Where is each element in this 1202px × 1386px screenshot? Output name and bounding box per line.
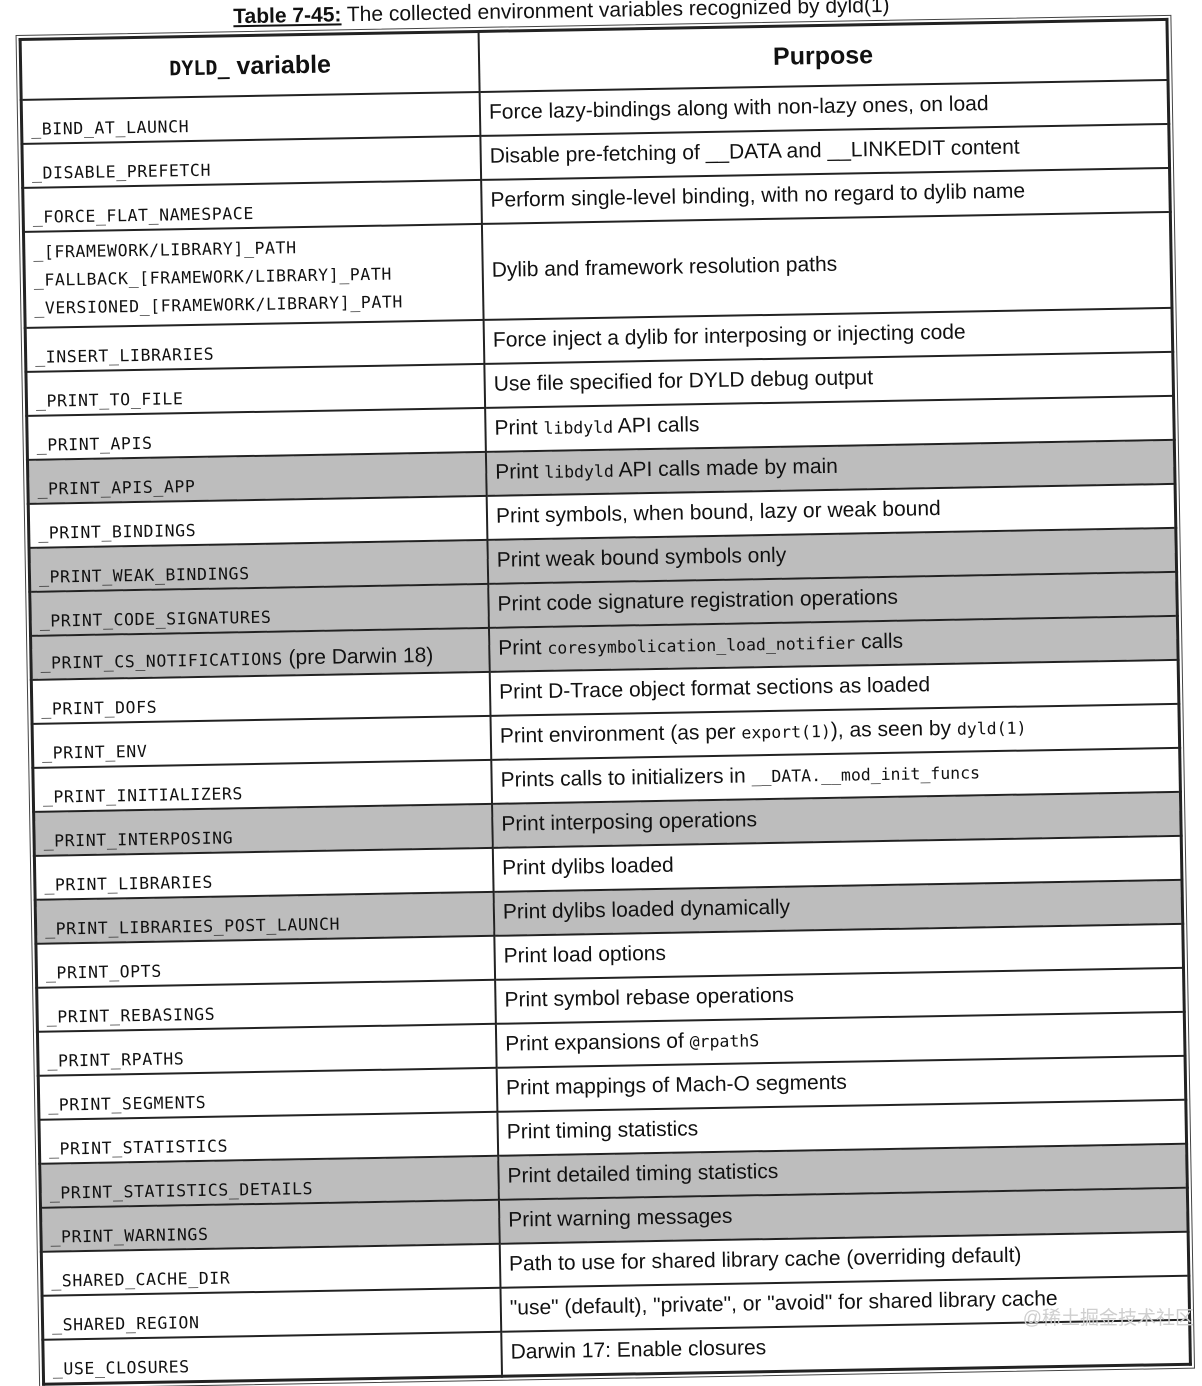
- variable-name: _PRINT_ENV: [41, 741, 148, 763]
- variable-note: (pre Darwin 18): [282, 643, 434, 670]
- variable-name: _PRINT_APIS: [36, 433, 153, 455]
- purpose-text: Darwin 17: Enable closures: [510, 1336, 767, 1364]
- variable-name: _PRINT_INITIALIZERS: [42, 784, 244, 807]
- variable-name: _[FRAMEWORK/LIBRARY]_PATH: [33, 238, 297, 262]
- caption-label: Table 7-45:: [233, 3, 342, 29]
- variable-name: _PRINT_STATISTICS_DETAILS: [49, 1179, 314, 1203]
- document-page: Table 7-45: The collected environment va…: [15, 0, 1202, 1386]
- purpose-code: dyld(1): [956, 718, 1027, 739]
- variable-name: _PRINT_LIBRARIES_POST_LAUNCH: [44, 914, 341, 939]
- variable-name: _PRINT_RPATHS: [47, 1049, 185, 1071]
- purpose-text: Print warning messages: [508, 1204, 733, 1232]
- purpose-code: export(1): [741, 721, 832, 743]
- variable-name: _PRINT_LIBRARIES: [44, 872, 214, 895]
- purpose-text: Print D-Trace object format sections as …: [498, 673, 931, 704]
- env-variables-table: DYLD_ variable Purpose _BIND_AT_LAUNCH Fo…: [15, 14, 1196, 1386]
- purpose-code: coresymbolication_load_notifier: [547, 633, 856, 658]
- purpose-text: Print code signature registration operat…: [497, 585, 899, 616]
- variable-name: _PRINT_CS_NOTIFICATIONS: [40, 649, 283, 673]
- purpose-text: API calls made by main: [613, 454, 839, 482]
- variable-name: _PRINT_CODE_SIGNATURES: [39, 607, 272, 631]
- purpose-text: Dylib and framework resolution paths: [491, 252, 838, 282]
- purpose-text: Print environment (as per: [499, 720, 742, 748]
- variable-cell: _USE_CLOSURES: [42, 1331, 503, 1385]
- purpose-text: Print symbol rebase operations: [504, 983, 795, 1012]
- purpose-text: Print symbols, when bound, lazy or weak …: [495, 496, 941, 528]
- purpose-text: Print interposing operations: [501, 808, 758, 836]
- variable-name: _FORCE_FLAT_NAMESPACE: [32, 203, 255, 227]
- purpose-text: Print dylibs loaded dynamically: [502, 895, 791, 924]
- variable-name: _PRINT_APIS_APP: [37, 476, 196, 499]
- variable-cell: _[FRAMEWORK/LIBRARY]_PATH _FALLBACK_[FRAM…: [23, 223, 484, 328]
- variable-name: _DISABLE_PREFETCH: [31, 160, 212, 183]
- purpose-text: Print: [498, 635, 548, 660]
- variable-name: _PRINT_BINDINGS: [38, 520, 197, 543]
- purpose-text: calls: [855, 629, 904, 654]
- purpose-text: Print timing statistics: [506, 1117, 699, 1144]
- purpose-text: Force inject a dylib for interposing or …: [492, 320, 966, 352]
- purpose-text: Print mappings of Mach-O segments: [505, 1070, 847, 1100]
- table-body: _BIND_AT_LAUNCH Force lazy-bindings along…: [21, 79, 1191, 1385]
- purpose-text: Path to use for shared library cache (ov…: [508, 1243, 1022, 1276]
- caption-text: The collected environment variables reco…: [341, 0, 890, 27]
- variable-name: _FALLBACK_[FRAMEWORK/LIBRARY]_PATH: [33, 264, 393, 290]
- purpose-text: API calls: [612, 413, 700, 438]
- variable-name: _PRINT_STATISTICS: [48, 1136, 229, 1159]
- variable-name: _VERSIONED_[FRAMEWORK/LIBRARY]_PATH: [34, 292, 404, 318]
- variable-name: _INSERT_LIBRARIES: [35, 344, 215, 367]
- watermark: @稀土掘金技术社区: [1022, 1308, 1194, 1329]
- variable-name: _PRINT_WARNINGS: [50, 1224, 209, 1247]
- purpose-text: Print: [495, 459, 545, 484]
- purpose-code: @rpathS: [689, 1031, 760, 1052]
- purpose-text: Print weak bound symbols only: [496, 543, 787, 572]
- purpose-text: Force lazy-bindings along with non-lazy …: [488, 92, 989, 124]
- purpose-code: libdyld: [543, 417, 614, 438]
- purpose-text: "use" (default), "private", or "avoid" f…: [509, 1287, 1058, 1320]
- purpose-text: Use file specified for DYLD debug output: [493, 366, 874, 396]
- variable-name: _PRINT_TO_FILE: [35, 389, 184, 411]
- variable-name: _USE_CLOSURES: [52, 1357, 190, 1379]
- purpose-text: Disable pre-fetching of __DATA and __LIN…: [489, 135, 1020, 168]
- purpose-text: Print detailed timing statistics: [507, 1159, 779, 1188]
- purpose-text: Perform single-level binding, with no re…: [490, 179, 1026, 212]
- variable-name: _PRINT_REBASINGS: [46, 1004, 216, 1027]
- purpose-text: Print load options: [503, 941, 667, 968]
- variable-name: _PRINT_WEAK_BINDINGS: [38, 564, 250, 587]
- purpose-text: Print expansions of: [505, 1029, 690, 1056]
- variable-name: _PRINT_SEGMENTS: [48, 1092, 207, 1115]
- purpose-text: Print dylibs loaded: [501, 853, 674, 880]
- purpose-text: Print: [494, 415, 544, 440]
- variable-name: _PRINT_OPTS: [45, 961, 162, 983]
- purpose-text: ), as seen by: [830, 716, 958, 742]
- variable-name: _SHARED_REGION: [51, 1313, 200, 1335]
- variable-name: _PRINT_DOFS: [41, 697, 158, 719]
- purpose-text: Prints calls to initializers in: [500, 764, 752, 792]
- variable-name: _BIND_AT_LAUNCH: [31, 117, 190, 139]
- purpose-code: libdyld: [544, 461, 614, 482]
- variable-name: _PRINT_INTERPOSING: [43, 828, 234, 851]
- purpose-cell: Dylib and framework resolution paths: [481, 211, 1172, 320]
- purpose-code: __DATA.__mod_init_funcs: [751, 763, 981, 787]
- header-variable: DYLD_ variable: [20, 31, 480, 100]
- header-variable-word: variable: [229, 50, 332, 80]
- header-variable-prefix: DYLD_: [169, 54, 230, 80]
- variable-name: _SHARED_CACHE_DIR: [51, 1268, 231, 1291]
